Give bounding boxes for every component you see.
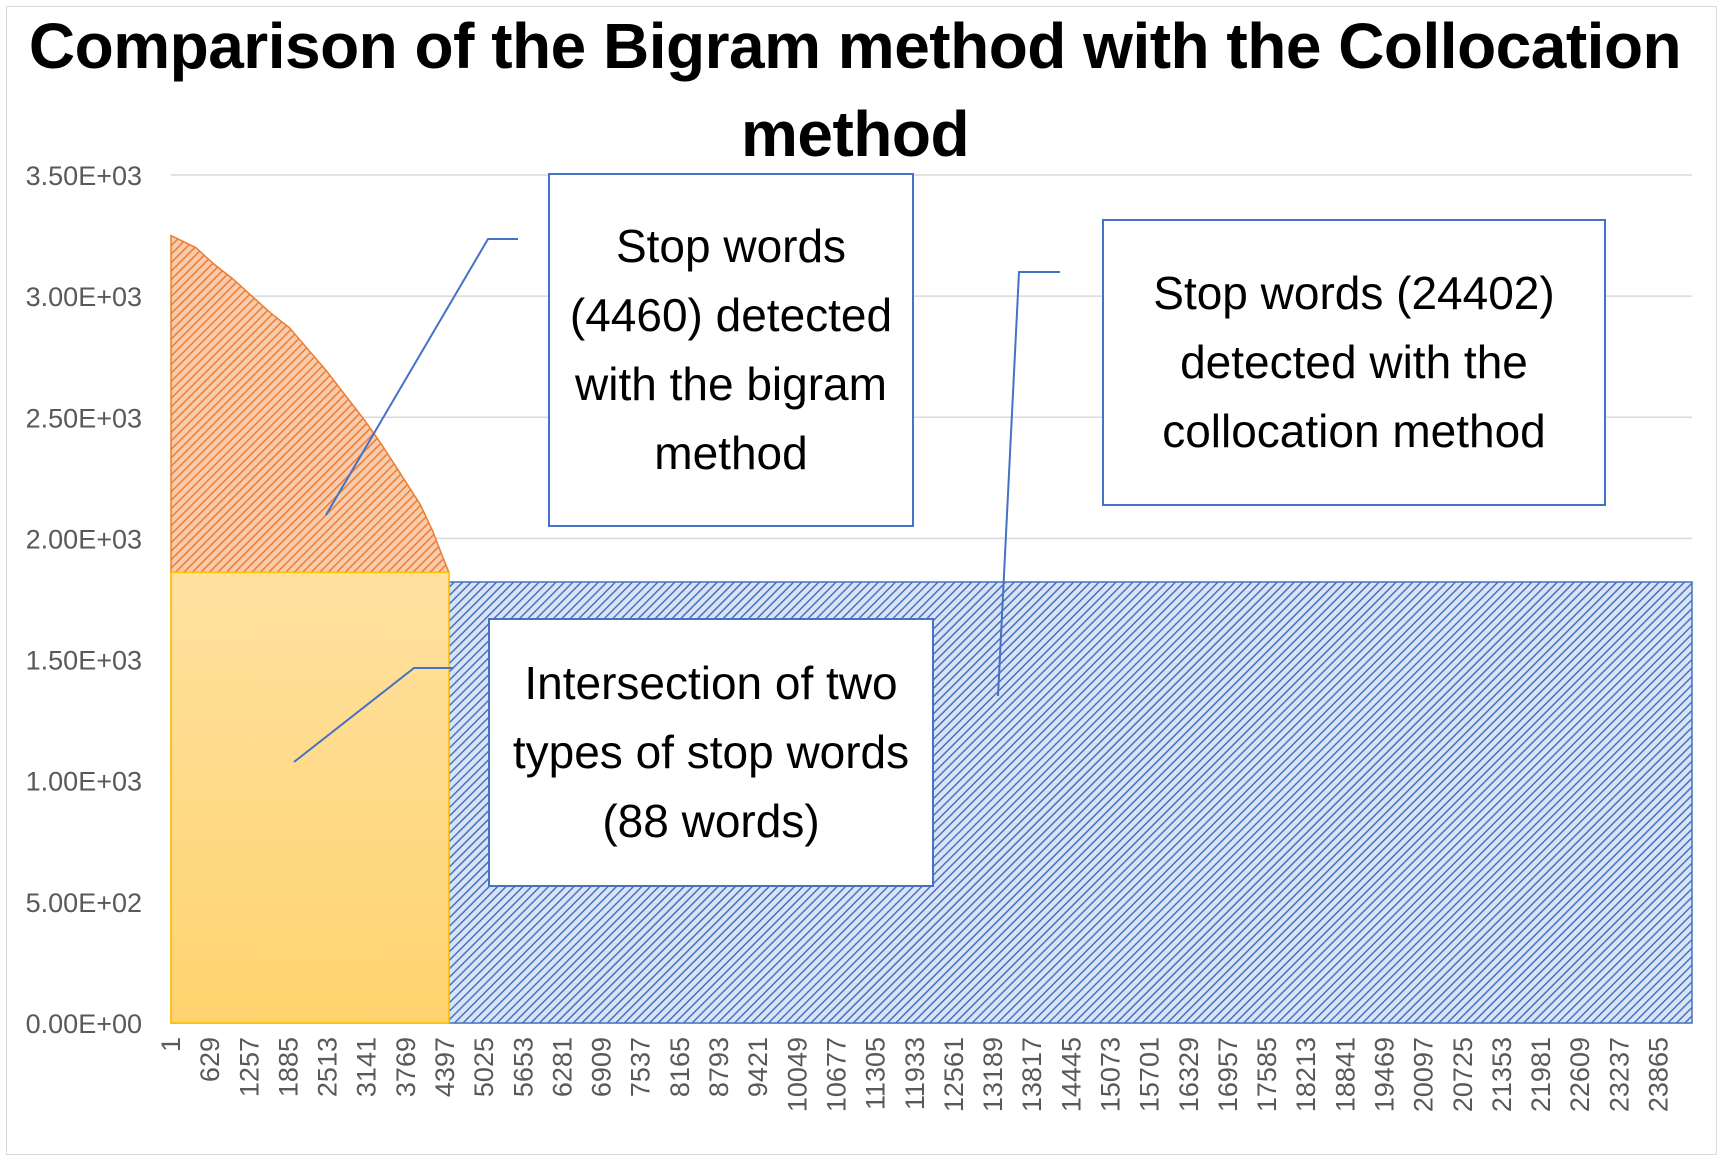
leader-lines bbox=[293, 238, 1060, 763]
x-tick-label: 16329 bbox=[1174, 1037, 1204, 1112]
x-tick-label: 3769 bbox=[391, 1037, 421, 1097]
x-axis-ticks: 1 629 1257 1885 2513 3141 3769 4397 5025 5653 6281… bbox=[156, 1037, 1674, 1112]
x-tick-label: 5025 bbox=[469, 1037, 499, 1097]
y-tick-label: 1.50E+03 bbox=[26, 646, 142, 676]
y-tick-label: 0.00E+00 bbox=[26, 1009, 142, 1039]
area-intersection bbox=[170, 571, 450, 1024]
x-tick-label: 13189 bbox=[978, 1037, 1008, 1112]
annotation-bigram-stop-words: Stop words (4460) detected with the bigr… bbox=[548, 173, 914, 527]
x-tick-label: 1 bbox=[156, 1037, 186, 1052]
x-tick-label: 21981 bbox=[1526, 1037, 1556, 1112]
y-tick-label: 3.00E+03 bbox=[26, 282, 142, 312]
x-tick-label: 1885 bbox=[273, 1037, 303, 1097]
x-tick-label: 20097 bbox=[1409, 1037, 1439, 1112]
x-tick-label: 19469 bbox=[1370, 1037, 1400, 1112]
x-tick-label: 6281 bbox=[547, 1037, 577, 1097]
x-tick-label: 8793 bbox=[704, 1037, 734, 1097]
x-tick-label: 23237 bbox=[1604, 1037, 1634, 1112]
x-tick-label: 10677 bbox=[821, 1037, 851, 1112]
x-tick-label: 9421 bbox=[743, 1037, 773, 1097]
x-tick-label: 14445 bbox=[1056, 1037, 1086, 1112]
x-tick-label: 1257 bbox=[234, 1037, 264, 1097]
x-tick-label: 15701 bbox=[1135, 1037, 1165, 1112]
y-tick-label: 3.50E+03 bbox=[26, 161, 142, 191]
x-tick-label: 3141 bbox=[352, 1037, 382, 1097]
x-tick-label: 17585 bbox=[1252, 1037, 1282, 1112]
x-tick-label: 11933 bbox=[900, 1037, 930, 1110]
y-tick-label: 2.50E+03 bbox=[26, 403, 142, 433]
y-axis-ticks: 0.00E+00 5.00E+02 1.00E+03 1.50E+03 2.00E+03… bbox=[26, 161, 142, 1039]
leader-line-bigram bbox=[325, 238, 518, 516]
x-tick-label: 18841 bbox=[1330, 1037, 1360, 1112]
y-tick-label: 5.00E+02 bbox=[26, 888, 142, 918]
x-tick-label: 11305 bbox=[861, 1037, 891, 1110]
leader-line-intersection bbox=[293, 667, 453, 763]
x-tick-label: 6909 bbox=[587, 1037, 617, 1097]
x-tick-label: 16957 bbox=[1213, 1037, 1243, 1112]
x-tick-label: 5653 bbox=[508, 1037, 538, 1097]
x-tick-label: 22609 bbox=[1565, 1037, 1595, 1112]
x-tick-label: 21353 bbox=[1487, 1037, 1517, 1112]
x-tick-label: 10049 bbox=[782, 1037, 812, 1112]
x-tick-label: 7537 bbox=[626, 1037, 656, 1097]
x-tick-label: 15073 bbox=[1095, 1037, 1125, 1112]
x-tick-label: 2513 bbox=[313, 1037, 343, 1097]
annotation-intersection: Intersection of two types of stop words … bbox=[488, 618, 934, 887]
x-tick-label: 23865 bbox=[1644, 1037, 1674, 1112]
x-tick-label: 12561 bbox=[939, 1037, 969, 1112]
chart-title: Comparison of the Bigram method with the… bbox=[28, 10, 1682, 170]
x-tick-label: 13817 bbox=[1017, 1037, 1047, 1112]
leader-line-collocation bbox=[997, 271, 1060, 697]
x-tick-label: 4397 bbox=[430, 1037, 460, 1097]
x-tick-label: 629 bbox=[195, 1037, 225, 1082]
y-tick-label: 2.00E+03 bbox=[26, 524, 142, 554]
y-tick-label: 1.00E+03 bbox=[26, 767, 142, 797]
x-tick-label: 18213 bbox=[1291, 1037, 1321, 1112]
x-tick-label: 20725 bbox=[1448, 1037, 1478, 1112]
annotation-collocation-stop-words: Stop words (24402) detected with the col… bbox=[1102, 219, 1606, 506]
x-tick-label: 8165 bbox=[665, 1037, 695, 1097]
